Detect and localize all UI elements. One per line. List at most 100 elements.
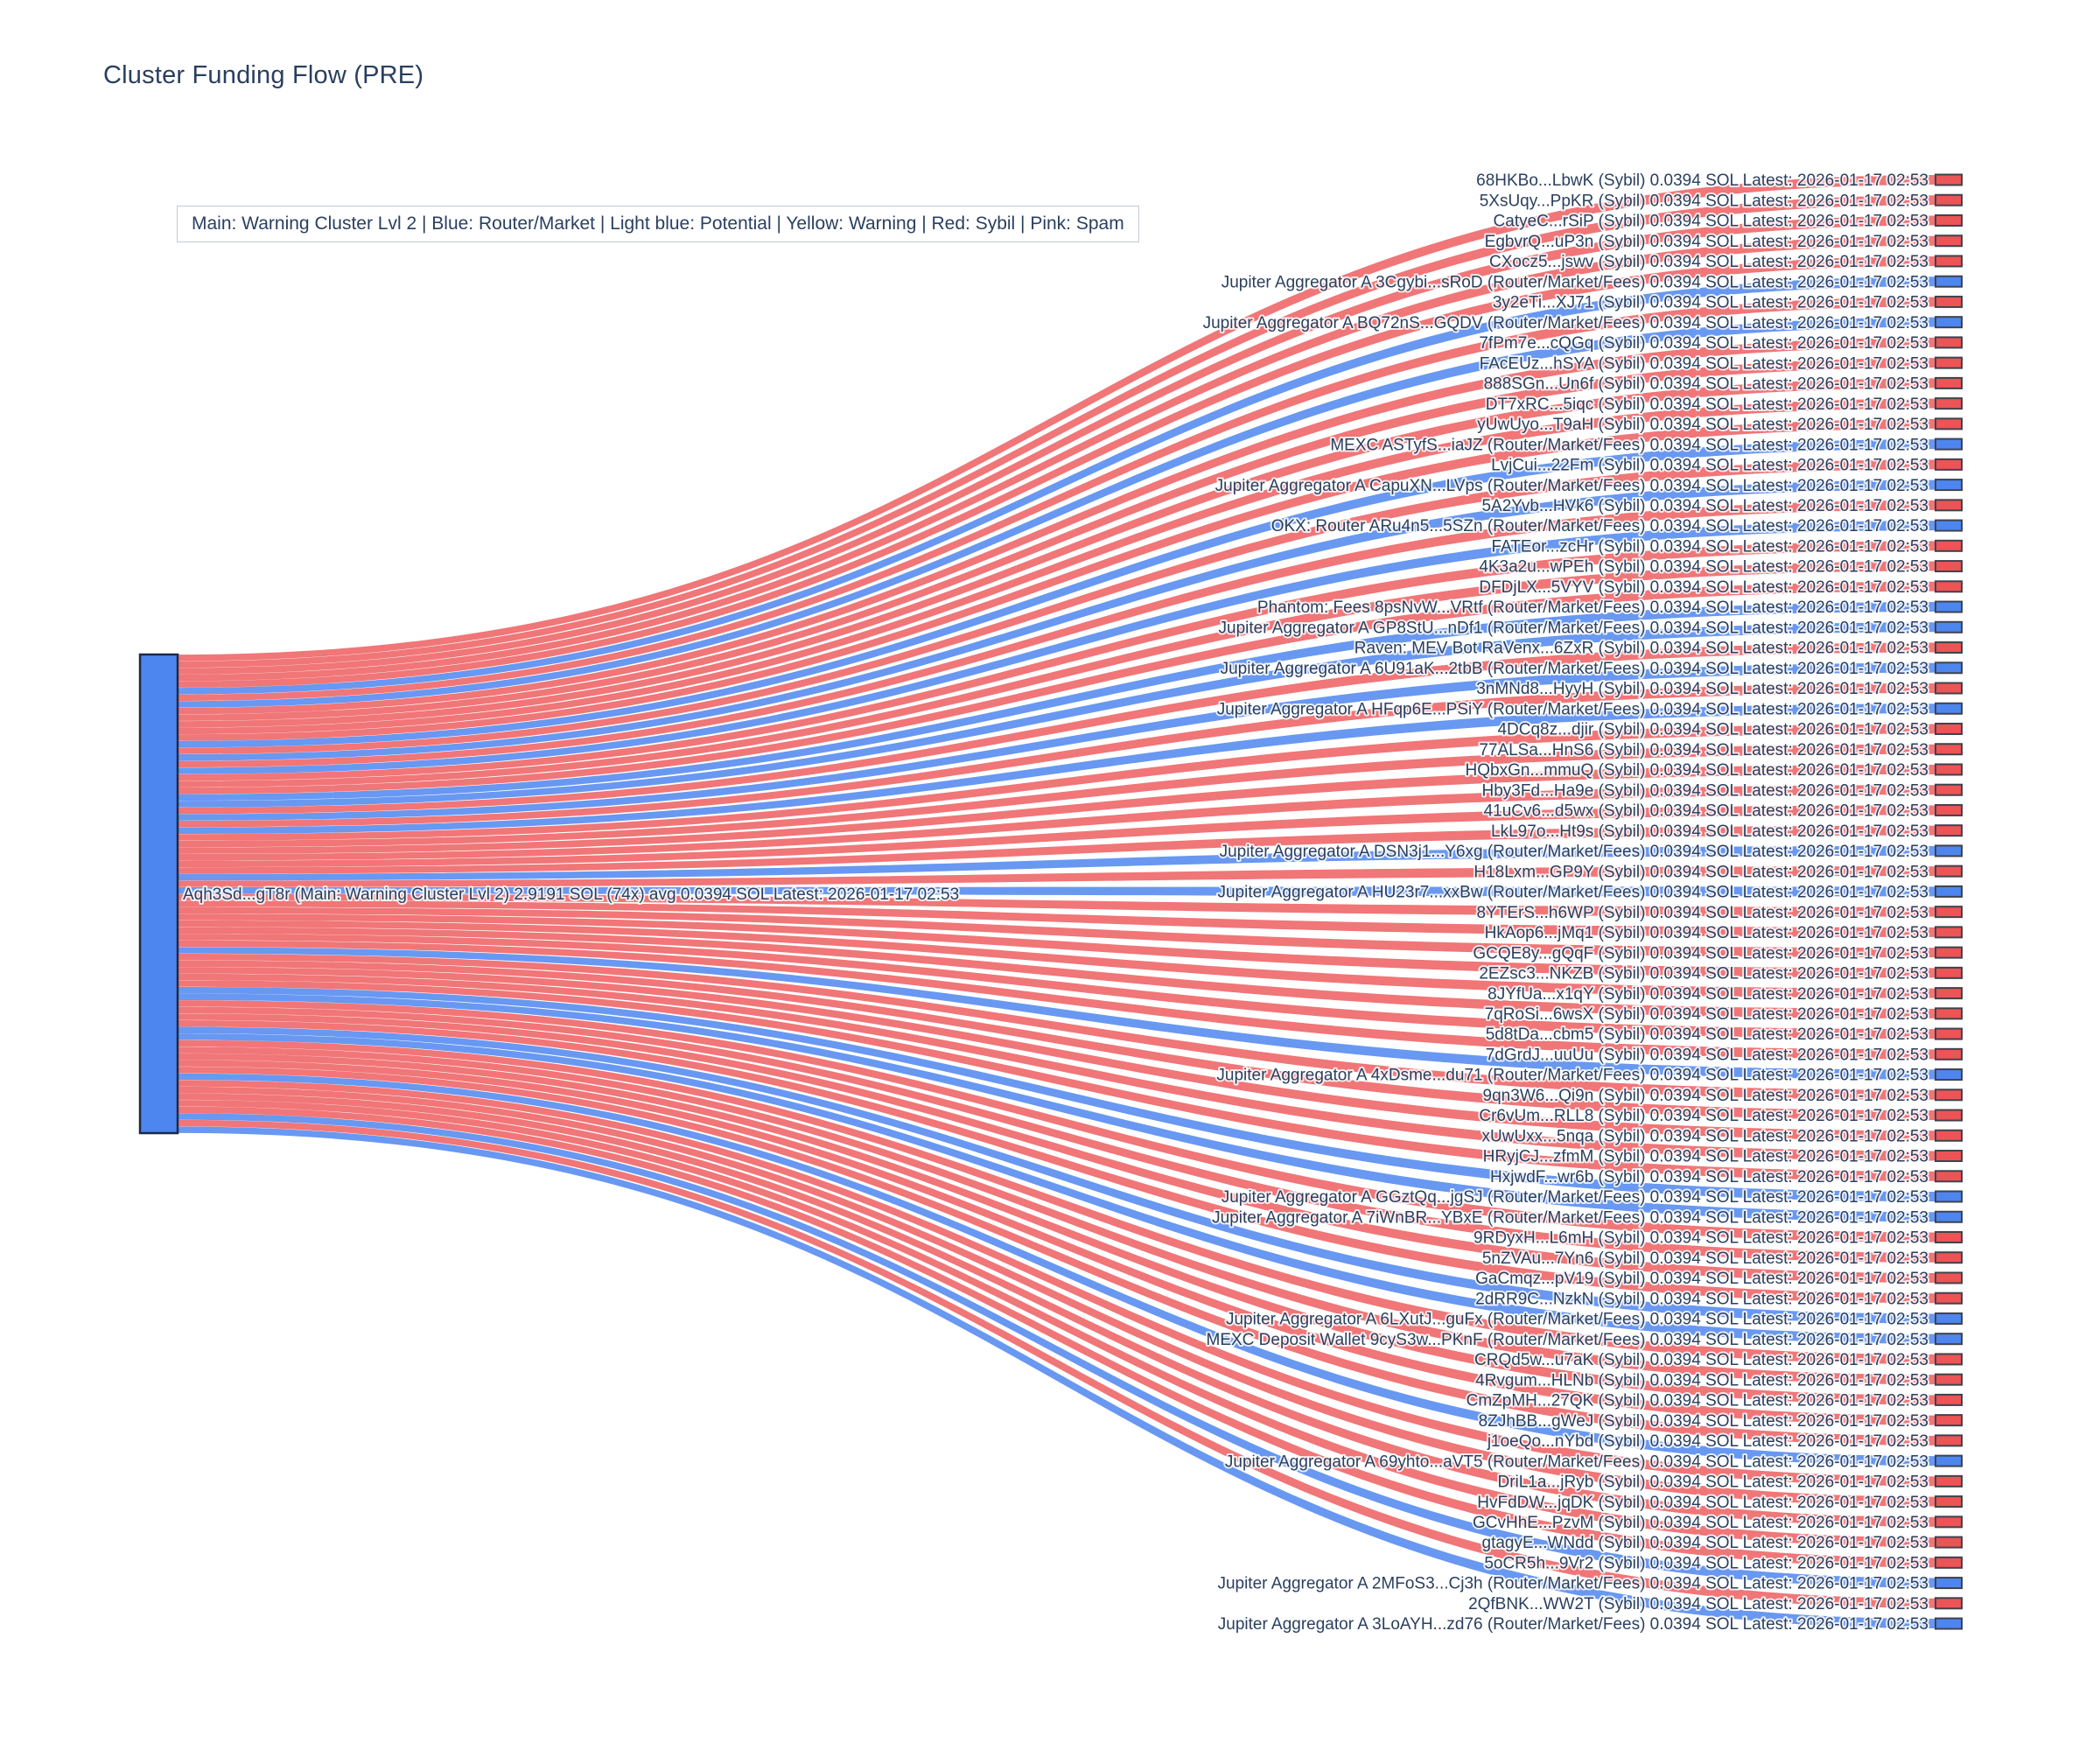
target-node[interactable] [1935,1393,1963,1406]
flow-link[interactable] [178,500,1936,768]
target-node[interactable] [1935,906,1963,919]
flow-link[interactable] [178,920,1936,998]
target-node[interactable] [1935,1536,1963,1549]
target-node[interactable] [1935,885,1963,898]
target-node[interactable] [1935,1474,1963,1488]
flow-link[interactable] [178,953,1936,1100]
flow-link[interactable] [178,439,1936,748]
flow-link[interactable] [178,459,1936,754]
flow-link[interactable] [178,256,1936,688]
target-node[interactable] [1935,1088,1963,1102]
target-node[interactable] [1935,316,1963,329]
target-node[interactable] [1935,864,1963,878]
target-node[interactable] [1935,803,1963,816]
flow-link[interactable] [178,683,1936,828]
flow-link[interactable] [178,1019,1936,1304]
target-node[interactable] [1935,600,1963,613]
flow-link[interactable] [178,235,1936,682]
flow-link[interactable] [178,215,1936,675]
flow-link[interactable] [178,378,1936,728]
flow-link[interactable] [178,825,1936,874]
flow-link[interactable] [178,927,1936,1018]
target-node[interactable] [1935,1007,1963,1020]
target-node[interactable] [1935,1495,1963,1508]
flow-link[interactable] [178,1126,1936,1629]
flow-link[interactable] [178,805,1936,868]
flow-link[interactable] [178,317,1936,708]
flow-link[interactable] [178,744,1936,848]
target-node[interactable] [1935,1068,1963,1082]
target-node[interactable] [1935,1333,1963,1346]
flow-link[interactable] [178,418,1936,741]
flow-link[interactable] [178,900,1936,937]
flow-link[interactable] [178,940,1936,1060]
target-node[interactable] [1935,1353,1963,1366]
target-node[interactable] [1935,1373,1963,1386]
flow-link[interactable] [178,993,1936,1222]
target-node[interactable] [1935,946,1963,959]
flow-link[interactable] [178,662,1936,821]
target-node[interactable] [1935,722,1963,735]
target-node[interactable] [1935,295,1963,308]
target-node[interactable] [1935,1577,1963,1590]
target-node[interactable] [1935,620,1963,634]
flow-link[interactable] [178,581,1936,794]
target-node[interactable] [1935,255,1963,268]
flow-link[interactable] [178,1080,1936,1487]
target-node[interactable] [1935,275,1963,288]
flow-link[interactable] [178,1113,1936,1588]
target-node[interactable] [1935,682,1963,695]
target-node[interactable] [1935,1434,1963,1447]
target-node[interactable] [1935,580,1963,593]
flow-link[interactable] [178,845,1936,881]
target-node[interactable] [1935,376,1963,389]
flow-link[interactable] [178,642,1936,815]
target-node[interactable] [1935,173,1963,186]
flow-link[interactable] [178,1000,1936,1242]
target-node[interactable] [1935,844,1963,858]
target-node[interactable] [1935,1129,1963,1142]
flow-link[interactable] [178,1067,1936,1446]
flow-link[interactable] [178,602,1936,802]
flow-link[interactable] [178,947,1936,1080]
flow-link[interactable] [178,893,1936,917]
flow-link[interactable] [178,764,1936,854]
flow-link[interactable] [178,1006,1936,1263]
target-node[interactable] [1935,1271,1963,1284]
flow-link[interactable] [178,521,1936,774]
target-node[interactable] [1935,1190,1963,1203]
target-node[interactable] [1935,641,1963,654]
flow-link[interactable] [178,967,1936,1141]
flow-link[interactable] [178,480,1936,761]
target-node[interactable] [1935,234,1963,248]
target-node[interactable] [1935,662,1963,675]
target-node[interactable] [1935,966,1963,979]
flow-link[interactable] [178,1033,1936,1344]
flow-link[interactable] [178,297,1936,702]
flow-link[interactable] [178,1046,1936,1385]
flow-link[interactable] [178,1106,1936,1568]
target-node[interactable] [1935,356,1963,369]
flow-link[interactable] [178,973,1936,1161]
flow-link[interactable] [178,541,1936,781]
target-node[interactable] [1935,193,1963,206]
target-node[interactable] [1935,1251,1963,1264]
target-node[interactable] [1935,397,1963,410]
target-node[interactable] [1935,763,1963,776]
target-node[interactable] [1935,519,1963,532]
target-node[interactable] [1935,1556,1963,1569]
flow-link[interactable] [178,622,1936,808]
target-node[interactable] [1935,824,1963,837]
target-node[interactable] [1935,1047,1963,1060]
target-node[interactable] [1935,1597,1963,1610]
target-node[interactable] [1935,336,1963,349]
flow-link[interactable] [178,1100,1936,1548]
flow-link[interactable] [178,1013,1936,1283]
target-node[interactable] [1935,1109,1963,1122]
flow-link[interactable] [178,1053,1936,1405]
flow-link[interactable] [178,358,1936,721]
target-node[interactable] [1935,499,1963,512]
target-node[interactable] [1935,926,1963,939]
target-node[interactable] [1935,1292,1963,1305]
flow-link[interactable] [178,175,1936,662]
